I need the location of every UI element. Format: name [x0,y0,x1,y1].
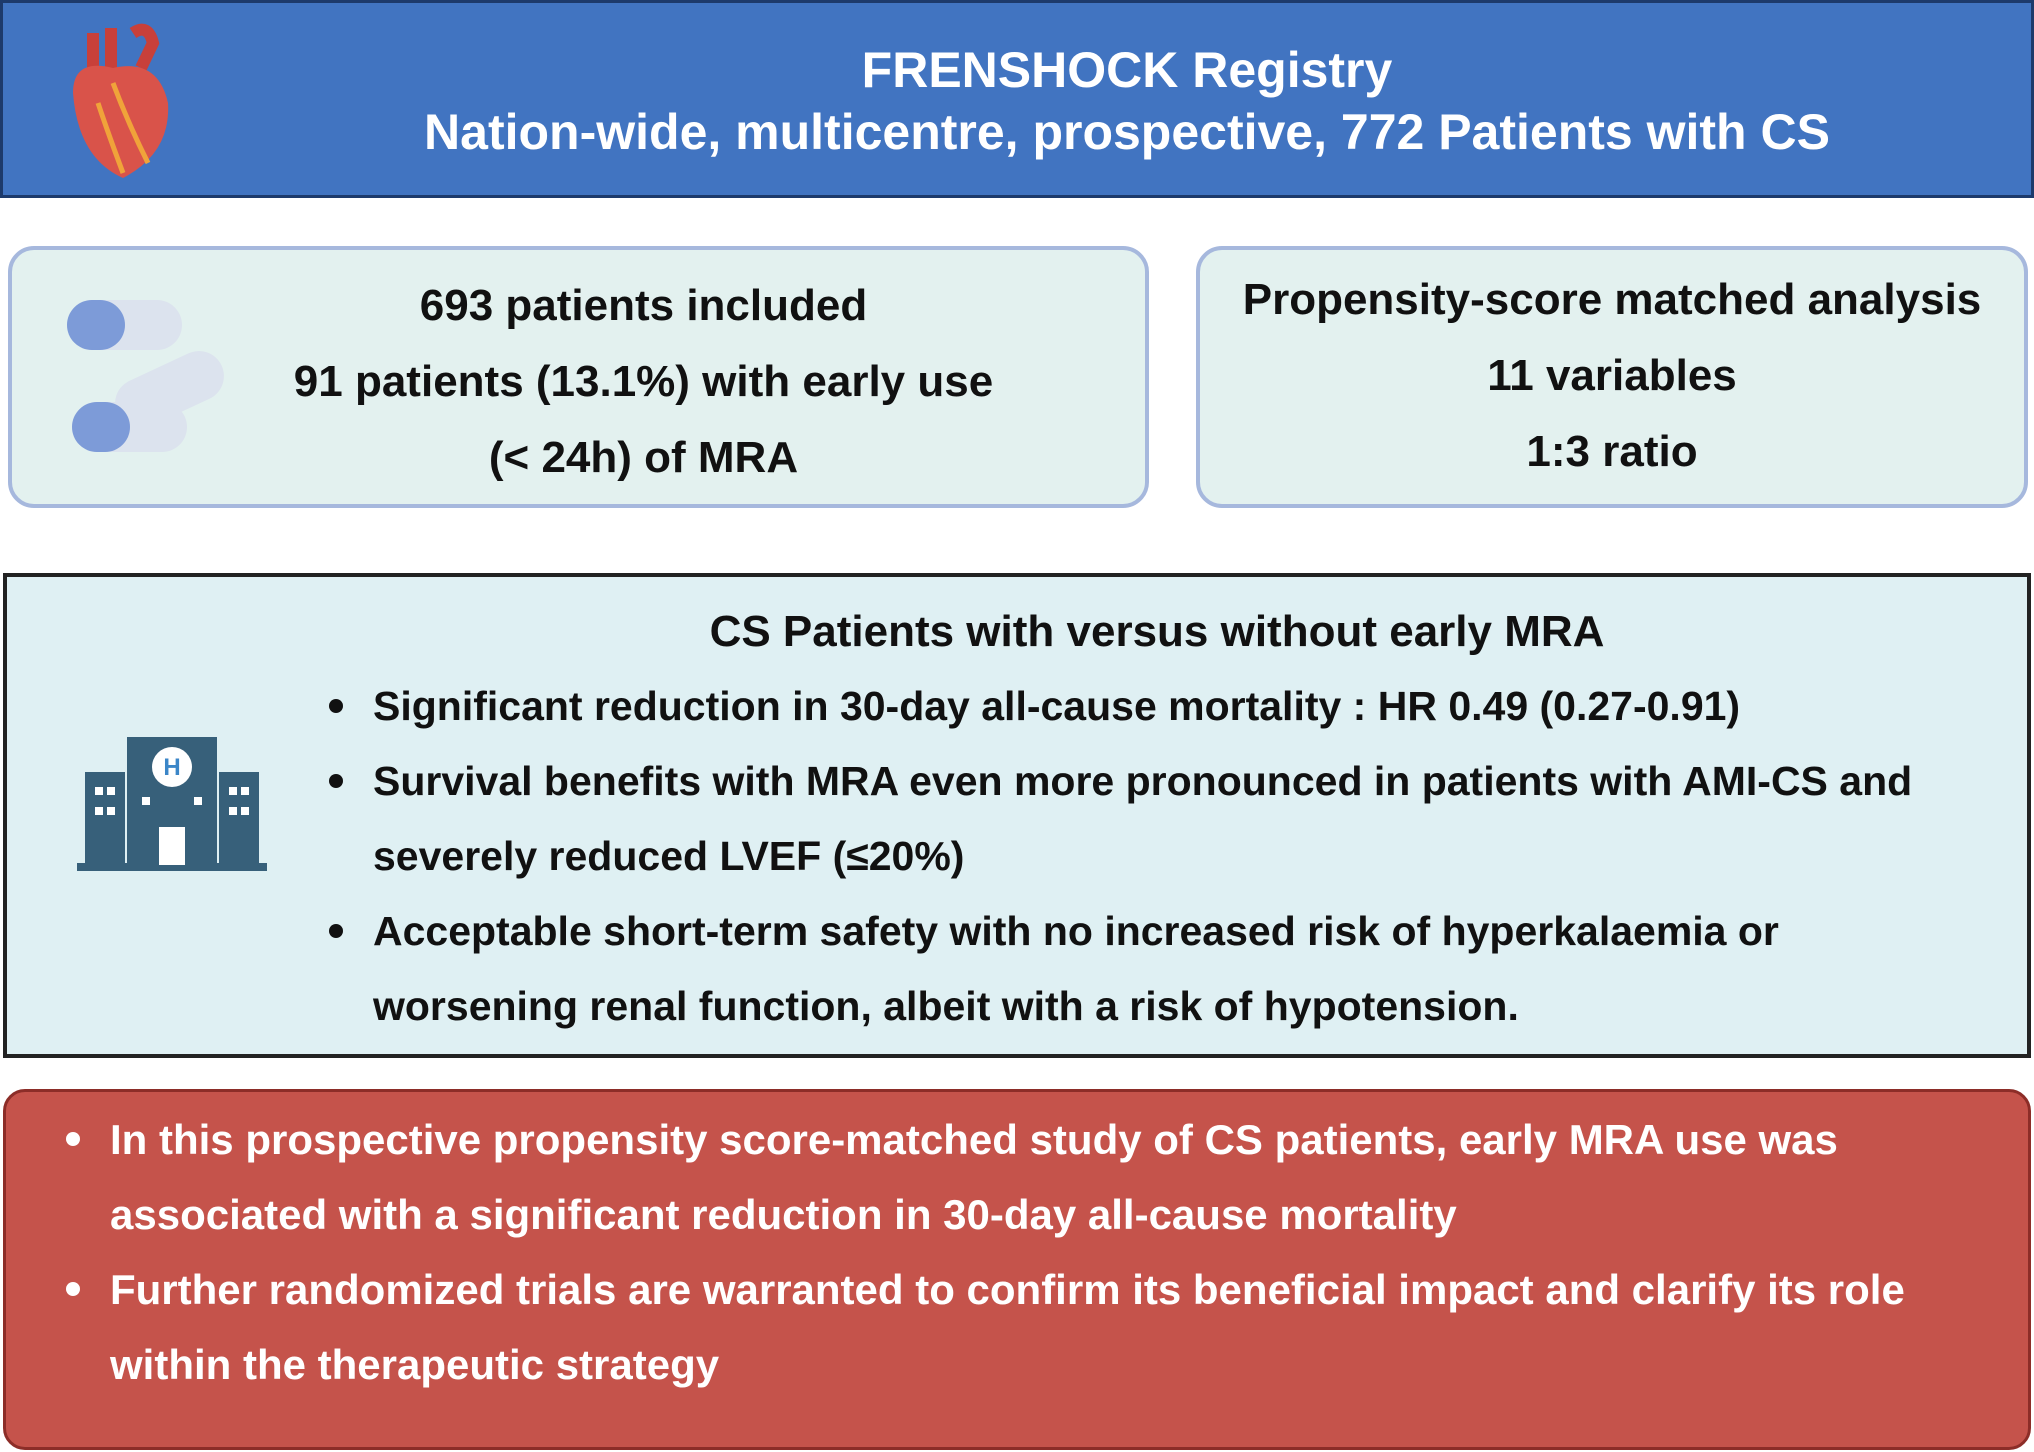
text-line: 1:3 ratio [1526,427,1698,476]
analysis-box: Propensity-score matched analysis 11 var… [1196,246,2028,508]
text-line: 11 variables [1487,351,1737,400]
bullet-item: Acceptable short-term safety with no inc… [329,894,1987,1044]
svg-text:H: H [163,754,180,781]
population-box: 693 patients included 91 patients (13.1%… [8,246,1149,508]
population-lines: 693 patients included 91 patients (13.1%… [12,250,1145,496]
hospital-icon: H [77,737,267,871]
bullet-item: Survival benefits with MRA even more pro… [329,744,1987,894]
text-line: 693 patients included [419,281,868,330]
text-line: Propensity-score matched analysis [1242,275,1982,324]
heart-icon [73,23,169,178]
header-subtitle: Nation-wide, multicentre, prospective, 7… [424,104,1830,160]
analysis-lines: Propensity-score matched analysis 11 var… [1200,250,2024,490]
pills-icon [67,300,224,452]
results-heading: CS Patients with versus without early MR… [709,607,1605,656]
results-box: H CS Patients with versus without early … [3,573,2031,1058]
text-line: (< 24h) of MRA [488,433,799,482]
conclusion-box: In this prospective propensity score-mat… [3,1089,2031,1450]
bullet-item: Significant reduction in 30-day all-caus… [329,669,1987,744]
conclusion-list: In this prospective propensity score-mat… [66,1102,1968,1402]
bullet-item: Further randomized trials are warranted … [66,1252,1968,1402]
header-title: FRENSHOCK Registry [861,42,1393,98]
results-list: Significant reduction in 30-day all-caus… [329,669,1987,1044]
text-line: 91 patients (13.1%) with early use [293,357,994,406]
header: FRENSHOCK Registry Nation-wide, multicen… [0,0,2034,198]
bullet-item: In this prospective propensity score-mat… [66,1102,1968,1252]
